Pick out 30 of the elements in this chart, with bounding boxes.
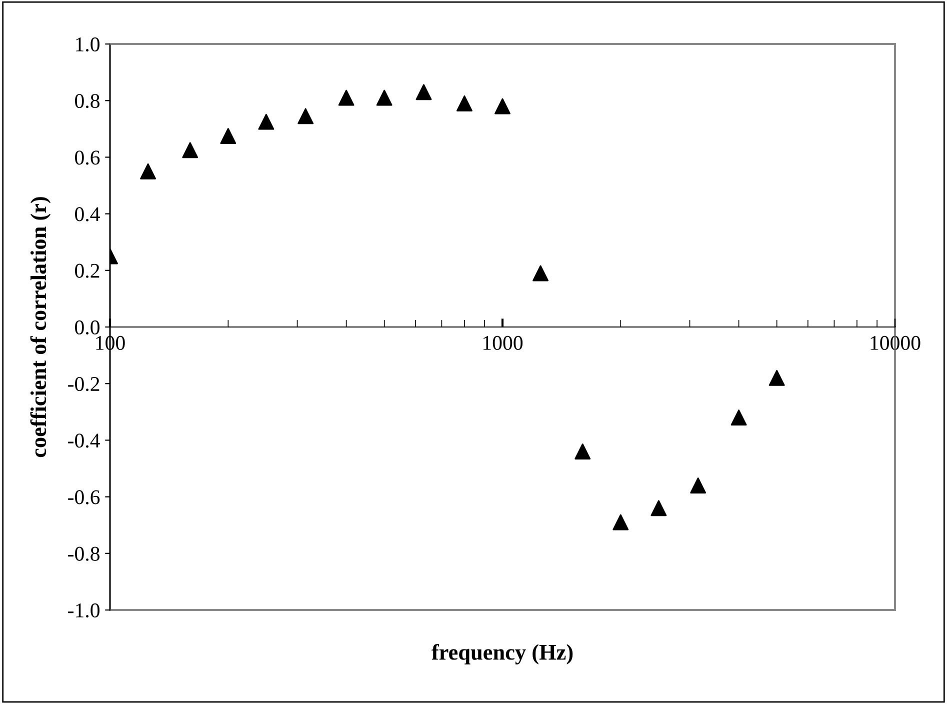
point <box>376 90 392 106</box>
point <box>258 114 274 130</box>
x-axis-title: frequency (Hz) <box>432 644 573 664</box>
point <box>690 478 706 494</box>
y-tick-label: 0.2 <box>75 264 100 278</box>
y-tick-label: 0.8 <box>75 94 100 108</box>
y-tick-label: -0.4 <box>68 434 100 448</box>
y-tick-label: 0.6 <box>75 150 100 165</box>
point <box>730 410 747 426</box>
point <box>416 84 432 100</box>
point <box>650 500 667 516</box>
point <box>298 108 314 124</box>
y-tick-label: -1.0 <box>68 603 100 618</box>
y-tick-label: 0.4 <box>75 207 100 222</box>
point <box>456 95 472 112</box>
y-tick-label: 1.0 <box>76 37 100 52</box>
point <box>494 98 510 114</box>
point <box>532 265 549 282</box>
y-tick-label: -0.8 <box>68 546 100 561</box>
y-axis-title: coefficient of correlation (r) <box>30 197 51 458</box>
y-tick-label: -0.6 <box>68 490 100 504</box>
point <box>612 514 629 530</box>
point <box>140 163 156 180</box>
x-tick-label: 10000 <box>870 336 920 350</box>
point <box>768 370 785 386</box>
x-tick-label: 1000 <box>484 336 523 350</box>
y-tick-label: 0.0 <box>75 320 100 335</box>
point <box>338 90 354 106</box>
y-tick-label: -0.2 <box>68 376 100 392</box>
point <box>220 128 236 144</box>
